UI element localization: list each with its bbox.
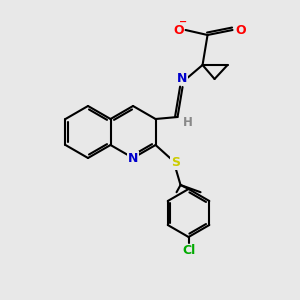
Text: −: −: [178, 17, 187, 27]
Text: H: H: [183, 116, 193, 128]
Text: O: O: [173, 23, 184, 37]
Text: O: O: [235, 23, 246, 37]
Text: Cl: Cl: [182, 244, 195, 257]
Text: N: N: [128, 152, 138, 164]
Text: N: N: [177, 71, 188, 85]
Text: S: S: [171, 157, 180, 169]
